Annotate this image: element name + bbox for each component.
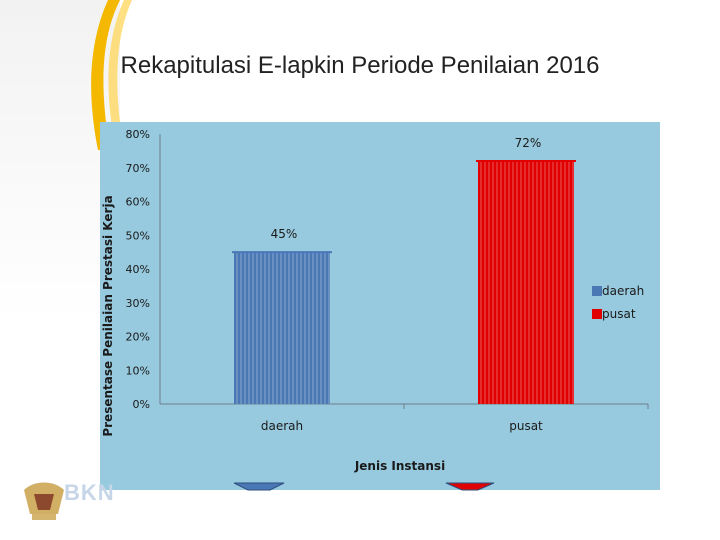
legend: daerah pusat <box>592 284 644 321</box>
brand-logo-text: BKN <box>64 480 115 505</box>
x-tick-label-pusat: pusat <box>509 419 543 433</box>
x-tick-labels: daerah pusat <box>261 419 543 433</box>
y-tick-label: 0% <box>133 398 150 411</box>
chart-axes <box>159 134 649 409</box>
blue-arrow-icon <box>233 482 285 491</box>
bar-daerah <box>232 251 332 404</box>
y-tick-label: 60% <box>126 196 150 209</box>
red-arrow-icon <box>445 482 495 491</box>
x-axis-label: Jenis Instansi <box>354 459 445 473</box>
legend-label-daerah: daerah <box>602 284 644 298</box>
x-tick-label-daerah: daerah <box>261 419 303 433</box>
bar-daerah-fill <box>234 252 330 404</box>
legend-label-pusat: pusat <box>602 307 636 321</box>
decorative-swoosh <box>91 0 132 150</box>
value-label-daerah: 45% <box>271 227 298 241</box>
bar-pusat <box>476 160 576 404</box>
legend-swatch-daerah <box>592 286 602 296</box>
y-tick-label: 80% <box>126 128 150 141</box>
y-tick-label: 50% <box>126 229 150 242</box>
bar-pusat-fill <box>478 161 574 404</box>
value-label-pusat: 72% <box>515 136 542 150</box>
y-tick-label: 70% <box>126 162 150 175</box>
y-tick-label: 10% <box>126 364 150 377</box>
down-arrow-icons <box>233 482 495 491</box>
bars <box>232 160 576 404</box>
y-axis-label: Presentase Penilaian Prestasi Kerja <box>101 195 115 436</box>
legend-swatch-pusat <box>592 309 602 319</box>
slide-title: Rekapitulasi E-lapkin Periode Penilaian … <box>120 52 600 79</box>
y-tick-label: 20% <box>126 331 150 344</box>
y-tick-label: 40% <box>126 263 150 276</box>
y-tick-label: 30% <box>126 297 150 310</box>
value-labels: 45% 72% <box>271 136 542 241</box>
y-tick-labels: 0% 10% 20% 30% 40% 50% 60% 70% 80% <box>126 128 150 411</box>
emblem-logo <box>24 482 64 520</box>
